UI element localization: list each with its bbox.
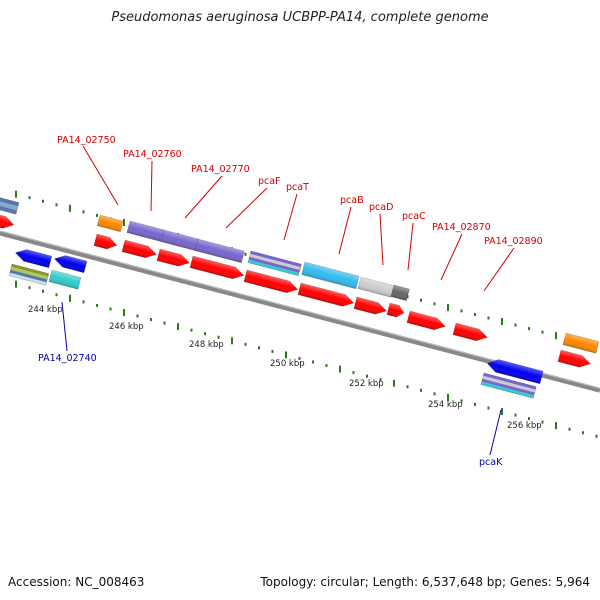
gene-label-plus: pcaB	[340, 195, 364, 206]
accession-text: Accession: NC_008463	[8, 575, 145, 589]
feature-teal-lower	[48, 269, 82, 290]
feature-bar-left-edge	[0, 194, 20, 215]
leader-line	[440, 233, 463, 281]
feature-darkgray	[390, 284, 410, 302]
gene-label-plus: PA14_02770	[191, 164, 250, 175]
gene-label-plus: PA14_02750	[57, 135, 116, 146]
leader-line	[184, 175, 223, 219]
map-title: Pseudomonas aeruginosa UCBPP-PA14, compl…	[111, 10, 489, 25]
gene-label-plus: pcaF	[258, 176, 281, 187]
cds-arrow-plus-4	[189, 255, 245, 280]
feature-striped-lower-1	[8, 263, 50, 286]
gene-label-plus: PA14_02760	[123, 149, 182, 160]
cds-arrow-plus-1	[93, 233, 118, 250]
gene-label-plus: pcaD	[369, 202, 393, 213]
cds-arrow-plus-7	[353, 296, 387, 315]
feature-layer	[0, 194, 600, 399]
cds-arrow-minus-pcak	[486, 359, 544, 385]
leader-line	[61, 301, 68, 352]
gene-label-minus: pcaK	[479, 457, 503, 468]
feature-striped-1	[247, 250, 302, 277]
scale-label: 248 kbp	[189, 340, 224, 350]
leader-line	[483, 247, 515, 292]
cds-arrow-plus-11	[557, 349, 591, 368]
cds-arrow-plus-3	[156, 248, 190, 267]
leader-line	[489, 409, 502, 456]
leader-line	[283, 193, 298, 241]
feature-orange	[96, 214, 124, 233]
leader-line	[150, 160, 153, 212]
scale-label: 250 kbp	[270, 359, 305, 369]
cds-arrow-plus-10	[452, 322, 488, 342]
feature-purple-1	[126, 220, 166, 243]
cds-arrow-minus-2	[53, 255, 88, 274]
scale-label: 252 kbp	[349, 379, 384, 389]
feature-orange-right	[562, 332, 600, 354]
leader-line	[338, 206, 352, 255]
gene-label-minus: PA14_02740	[38, 353, 97, 364]
scale-label: 246 kbp	[109, 322, 144, 332]
genome-stats-text: Topology: circular; Length: 6,537,648 bp…	[260, 575, 590, 589]
feature-striped-lower-2	[480, 372, 537, 399]
label-layer: 244 kbp 246 kbp 248 kbp 250 kbp 252 kbp 254 k…	[28, 135, 543, 468]
gene-label-plus: pcaC	[402, 211, 426, 222]
leader-line-layer	[61, 145, 515, 456]
leader-line	[407, 222, 414, 271]
cds-arrow-plus-8	[386, 302, 405, 318]
leader-line	[82, 145, 119, 206]
cds-arrow-plus-2	[121, 239, 157, 259]
feature-purple-3	[194, 238, 245, 264]
cds-arrow-plus-6	[297, 282, 355, 307]
feature-lightgray	[357, 276, 395, 298]
gene-label-plus: pcaT	[286, 182, 309, 193]
feature-cyan	[301, 261, 360, 290]
feature-purple-2	[160, 229, 200, 252]
cds-arrow-minus-1	[14, 249, 53, 269]
gene-label-plus: PA14_02890	[484, 236, 543, 247]
scale-label: 256 kbp	[507, 421, 542, 431]
leader-line	[225, 187, 268, 229]
scale-label: 244 kbp	[28, 305, 63, 315]
leader-line	[379, 213, 384, 266]
scale-label: 254 kbp	[428, 400, 463, 410]
cds-arrow-left-edge	[0, 212, 15, 229]
gene-label-plus: PA14_02870	[432, 222, 491, 233]
cds-arrow-plus-9	[406, 310, 446, 331]
cds-arrow-plus-5	[243, 269, 299, 294]
